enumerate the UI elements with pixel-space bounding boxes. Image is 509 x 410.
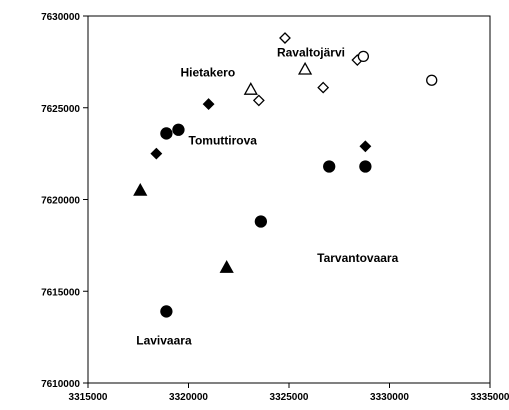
y-tick-label: 7630000 bbox=[41, 12, 80, 23]
y-tick-label: 7620000 bbox=[41, 196, 80, 207]
filled-triangle-point bbox=[219, 260, 234, 273]
annotation-label: Lavivaara bbox=[136, 333, 192, 347]
filled-circle-point bbox=[160, 305, 173, 318]
plot-frame bbox=[87, 15, 491, 384]
axes bbox=[87, 15, 491, 384]
open-triangle-point bbox=[297, 61, 313, 75]
open-diamond-point bbox=[279, 32, 291, 44]
filled-circle-point bbox=[323, 160, 336, 173]
open-triangle-point bbox=[243, 82, 258, 95]
y-tick-label: 7615000 bbox=[41, 287, 80, 298]
x-tick-label: 3315000 bbox=[69, 392, 108, 403]
x-tick-label: 3335000 bbox=[471, 392, 509, 403]
filled-circle-point bbox=[359, 160, 372, 173]
annotation-label: Tomuttirova bbox=[189, 133, 258, 147]
open-circle-point bbox=[357, 50, 370, 63]
annotations: Ravaltojärvi Hietakero Tomuttirova Tarvanto… bbox=[136, 45, 398, 347]
y-tick-label: 7610000 bbox=[41, 379, 80, 390]
annotation-label: Tarvantovaara bbox=[317, 251, 398, 265]
annotation-label: Ravaltojärvi bbox=[277, 45, 345, 59]
annotation-label: Hietakero bbox=[180, 66, 235, 80]
filled-diamond-point bbox=[359, 140, 372, 153]
filled-circle-point bbox=[172, 123, 185, 136]
filled-circle-point bbox=[254, 215, 268, 228]
open-circle-point bbox=[426, 74, 438, 86]
filled-diamond-point bbox=[202, 98, 215, 110]
x-tick-label: 3320000 bbox=[169, 392, 208, 403]
x-tick-label: 3330000 bbox=[370, 392, 409, 403]
open-diamond-point bbox=[317, 81, 330, 94]
axis-ticks: 3315000 3320000 3325000 3330000 3335000 76100… bbox=[41, 12, 509, 403]
y-tick-label: 7625000 bbox=[41, 104, 80, 115]
open-diamond-point bbox=[252, 94, 265, 107]
data-points bbox=[133, 32, 438, 318]
x-tick-label: 3325000 bbox=[270, 392, 309, 403]
filled-circle-point bbox=[160, 127, 173, 140]
filled-diamond-point bbox=[150, 147, 163, 160]
filled-triangle-point bbox=[133, 182, 148, 196]
